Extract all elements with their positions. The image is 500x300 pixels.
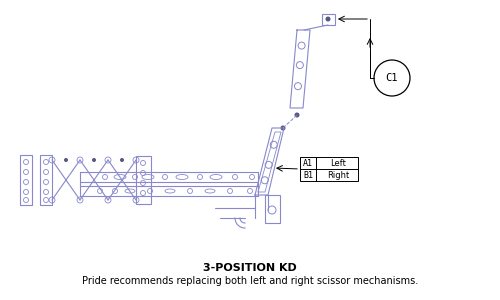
Text: Left: Left — [330, 158, 346, 167]
Circle shape — [280, 125, 285, 130]
Text: B1: B1 — [303, 170, 313, 179]
Circle shape — [64, 158, 68, 162]
Text: Right: Right — [327, 170, 349, 179]
Text: C1: C1 — [386, 73, 398, 83]
Circle shape — [326, 16, 330, 22]
Bar — [20, 155, 32, 205]
Bar — [322, 14, 335, 25]
Bar — [136, 156, 151, 204]
Text: Pride recommends replacing both left and right scissor mechanisms.: Pride recommends replacing both left and… — [82, 276, 418, 286]
Bar — [40, 155, 52, 205]
Circle shape — [120, 158, 124, 162]
Circle shape — [92, 158, 96, 162]
Text: A1: A1 — [303, 158, 313, 167]
Circle shape — [294, 112, 300, 118]
Bar — [265, 195, 280, 223]
Bar — [300, 157, 358, 181]
Text: 3-POSITION KD: 3-POSITION KD — [203, 263, 297, 273]
